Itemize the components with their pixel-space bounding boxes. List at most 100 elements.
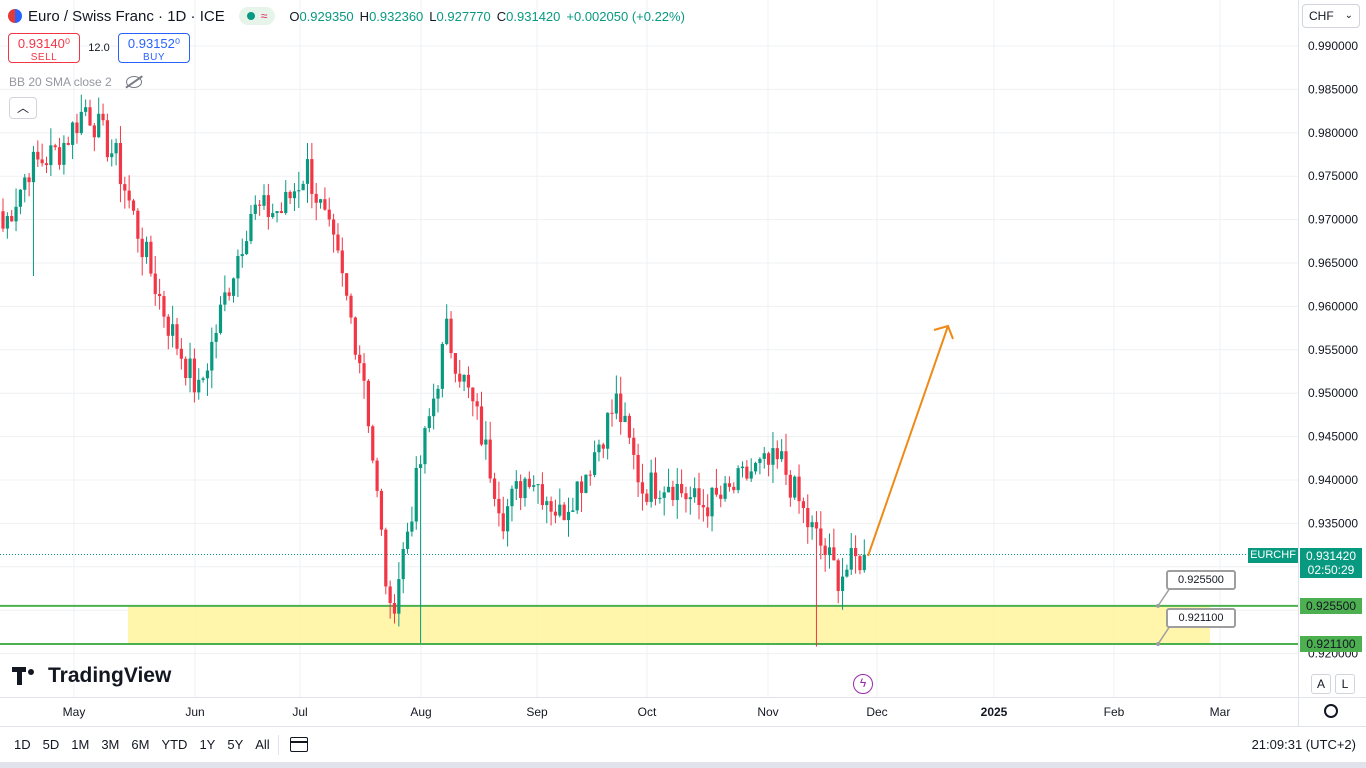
level-callout-lower[interactable]: 0.921100 [1166, 608, 1236, 628]
high-label: H [359, 8, 370, 24]
candle-body [379, 490, 384, 530]
tradingview-logo-icon [12, 667, 42, 685]
candle-body [658, 497, 662, 499]
candle-body [832, 547, 836, 561]
candle-body [118, 143, 123, 185]
calendar-icon[interactable] [290, 737, 308, 752]
y-tick-label: 0.950000 [1308, 386, 1358, 400]
gear-icon[interactable] [1324, 704, 1338, 718]
y-tick-label: 0.965000 [1308, 256, 1358, 270]
candle-body [105, 120, 109, 158]
price-chart[interactable]: 0.990000 0.985000 0.980000 0.975000 0.970000… [0, 0, 1366, 726]
range-6m[interactable]: 6M [131, 737, 150, 752]
eye-hidden-icon[interactable] [125, 76, 142, 88]
chevron-down-icon: ⌄ [1344, 10, 1353, 21]
sell-price: 0.93140⁰ [17, 36, 71, 51]
range-1y[interactable]: 1Y [199, 737, 216, 752]
candle-body [218, 304, 223, 333]
candle-body [371, 426, 375, 461]
range-buttons: 1D 5D 1M 3M 6M YTD 1Y 5Y All [8, 737, 276, 752]
candle-body [501, 513, 505, 532]
candle-body [114, 143, 118, 154]
candle-body [597, 444, 601, 453]
candle-body [758, 458, 762, 464]
candle-body [506, 506, 510, 532]
candle-body [97, 113, 101, 138]
candle-body [814, 522, 819, 529]
candle-body [175, 324, 179, 349]
candle-body [588, 474, 592, 476]
trade-panel: 0.93140⁰ SELL 12.0 0.93152⁰ BUY [8, 33, 190, 63]
symbol-title[interactable]: Euro / Swiss Franc · 1D · ICE [28, 7, 225, 25]
candle-body [619, 393, 623, 422]
candle-body [697, 488, 701, 506]
candle-body [545, 501, 549, 506]
range-1m[interactable]: 1M [71, 737, 90, 752]
candle-body [427, 416, 431, 429]
range-1d[interactable]: 1D [14, 737, 31, 752]
candle-body [562, 504, 566, 521]
candle-body [571, 510, 575, 512]
candle-body [166, 316, 170, 336]
candle-body [749, 471, 753, 479]
candle-body [593, 452, 597, 475]
auto-scale-button[interactable]: A [1311, 674, 1331, 694]
x-tick-label: Jul [292, 705, 307, 719]
candle-body [432, 398, 436, 417]
candle-body [310, 159, 314, 194]
flag-euro-swiss-icon [8, 9, 22, 23]
candle-body [436, 388, 440, 399]
level-callout-upper[interactable]: 0.925500 [1166, 570, 1236, 590]
y-tick-label: 0.955000 [1308, 343, 1358, 357]
candle-body [284, 191, 288, 214]
candle-body [292, 191, 297, 199]
candle-body [514, 481, 518, 489]
y-tick-label: 0.935000 [1308, 516, 1358, 530]
candle-body [854, 548, 858, 557]
candle-body [649, 472, 653, 502]
candle-body [723, 483, 727, 499]
candle-body [171, 324, 175, 336]
candle-body [693, 488, 697, 498]
indicator-legend[interactable]: BB 20 SMA close 2 [9, 75, 142, 89]
x-tick-label: Mar [1210, 705, 1231, 719]
candle-body [606, 412, 610, 449]
buy-button[interactable]: 0.93152⁰ BUY [118, 33, 190, 63]
range-5y[interactable]: 5Y [227, 737, 244, 752]
candle-body [458, 373, 462, 382]
log-scale-button[interactable]: L [1335, 674, 1355, 694]
market-status-pill[interactable]: ≈ [238, 7, 276, 25]
x-tick-label: Dec [866, 705, 887, 719]
clock-readout[interactable]: 21:09:31 (UTC+2) [1251, 737, 1356, 752]
candle-body [57, 147, 62, 165]
candle-body [440, 343, 444, 389]
candle-body [706, 507, 710, 517]
range-3m[interactable]: 3M [101, 737, 120, 752]
candle-body [231, 278, 236, 296]
candle-body [410, 521, 414, 532]
x-tick-label: May [63, 705, 86, 719]
candle-body [532, 485, 536, 487]
range-all[interactable]: All [255, 737, 270, 752]
candle-body [775, 448, 779, 460]
ohlc-readout: O0.929350 H0.932360 L0.927770 C0.931420 … [289, 9, 685, 24]
currency-select[interactable]: CHF ⌄ [1302, 4, 1360, 28]
range-5d[interactable]: 5D [42, 737, 60, 752]
range-ytd[interactable]: YTD [161, 737, 188, 752]
x-tick-label: Aug [410, 705, 431, 719]
candle-body [497, 498, 501, 514]
candle-body [653, 472, 658, 499]
collapse-legend-button[interactable]: ︿ [9, 97, 37, 119]
candle-body [453, 353, 457, 374]
x-tick-label: Sep [526, 705, 548, 719]
candle-body [840, 576, 845, 592]
candle-body [462, 374, 466, 382]
candle-body [540, 484, 544, 506]
tradingview-logo: TradingView [12, 664, 171, 688]
candle-body [158, 293, 162, 297]
sell-button[interactable]: 0.93140⁰ SELL [8, 33, 80, 63]
candle-body [110, 153, 114, 158]
candle-body [279, 211, 283, 214]
toolbar-divider [278, 735, 279, 755]
lightning-event-icon[interactable]: ϟ [853, 674, 873, 694]
